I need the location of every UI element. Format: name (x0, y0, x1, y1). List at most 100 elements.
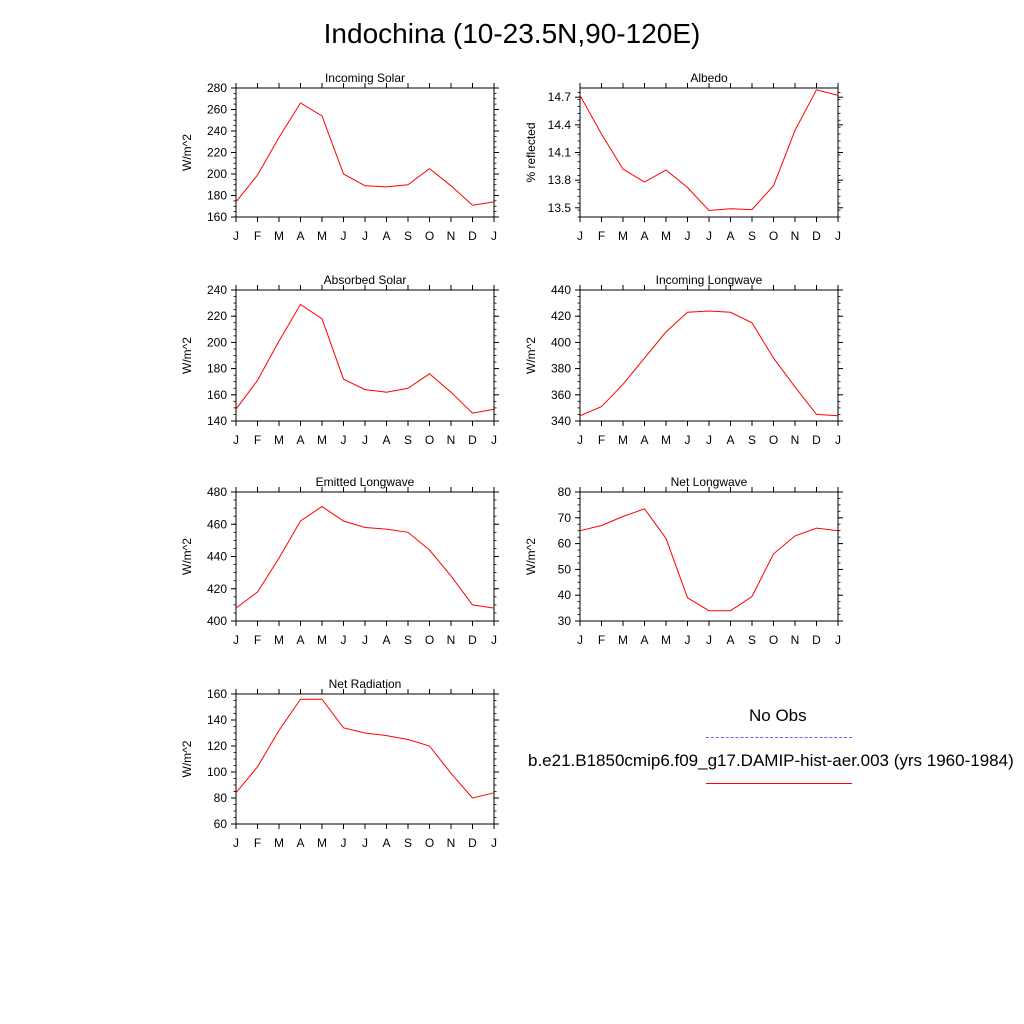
x-tick-label: N (447, 433, 456, 447)
x-tick-label: J (491, 836, 497, 850)
x-tick-label: J (685, 633, 691, 647)
series-line (235, 303, 495, 414)
x-tick-label: A (640, 229, 648, 243)
x-tick-label: D (812, 229, 821, 243)
x-tick-label: J (491, 633, 497, 647)
x-tick-label: J (362, 229, 368, 243)
legend-obs-line (706, 737, 852, 738)
x-tick-label: O (425, 633, 434, 647)
chart-title: Absorbed Solar (324, 273, 407, 287)
x-tick-label: A (382, 433, 390, 447)
y-tick-label: 14.1 (548, 146, 572, 160)
y-tick-label: 50 (558, 562, 572, 576)
y-axis-label: W/m^2 (180, 134, 194, 171)
x-tick-label: J (706, 433, 712, 447)
x-tick-label: J (835, 633, 841, 647)
x-tick-label: J (835, 229, 841, 243)
x-tick-label: A (296, 433, 304, 447)
y-tick-label: 120 (207, 739, 227, 753)
x-tick-label: A (726, 433, 734, 447)
chart-title: Incoming Longwave (656, 273, 763, 287)
x-tick-label: N (791, 229, 800, 243)
plot-frame (579, 491, 839, 622)
x-tick-label: M (618, 229, 628, 243)
y-tick-label: 440 (551, 283, 571, 297)
y-tick-label: 260 (207, 103, 227, 117)
y-tick-label: 220 (207, 309, 227, 323)
x-tick-label: J (685, 433, 691, 447)
x-tick-label: M (274, 433, 284, 447)
y-tick-label: 160 (207, 687, 227, 701)
x-tick-label: O (769, 229, 778, 243)
plot-frame (235, 87, 495, 218)
x-tick-label: J (233, 633, 239, 647)
y-axis-label: W/m^2 (180, 740, 194, 777)
x-tick-label: A (640, 433, 648, 447)
chart-title: Albedo (690, 71, 728, 85)
x-tick-label: J (233, 433, 239, 447)
plot-frame (235, 693, 495, 825)
y-tick-label: 420 (551, 309, 571, 323)
series-line (579, 508, 839, 612)
series-line (579, 310, 839, 417)
x-tick-label: M (661, 229, 671, 243)
x-tick-label: J (577, 433, 583, 447)
y-axis-label: W/m^2 (180, 337, 194, 374)
x-tick-label: A (640, 633, 648, 647)
x-tick-label: S (404, 433, 412, 447)
x-tick-label: N (791, 433, 800, 447)
x-tick-label: J (341, 433, 347, 447)
y-tick-label: 240 (207, 283, 227, 297)
plot-frame (579, 289, 839, 422)
x-tick-label: N (791, 633, 800, 647)
y-tick-label: 400 (207, 614, 227, 628)
series-line (235, 102, 495, 206)
x-tick-label: F (254, 229, 261, 243)
y-tick-label: 30 (558, 614, 572, 628)
y-tick-label: 100 (207, 765, 227, 779)
plot-frame (235, 491, 495, 622)
y-axis-label: W/m^2 (180, 538, 194, 575)
series-line (235, 505, 495, 609)
legend-model-line (706, 783, 852, 784)
x-tick-label: M (317, 836, 327, 850)
x-tick-label: J (577, 633, 583, 647)
x-tick-label: M (274, 836, 284, 850)
x-tick-label: A (726, 633, 734, 647)
y-axis-label: W/m^2 (524, 538, 538, 575)
x-tick-label: N (447, 836, 456, 850)
series-line (579, 89, 839, 212)
y-axis-label: % reflected (524, 122, 538, 182)
series-line (235, 698, 495, 799)
x-tick-label: J (685, 229, 691, 243)
x-tick-label: J (491, 433, 497, 447)
y-tick-label: 420 (207, 582, 227, 596)
y-tick-label: 60 (558, 537, 572, 551)
y-tick-label: 200 (207, 335, 227, 349)
chart-title: Emitted Longwave (316, 475, 415, 489)
x-tick-label: J (233, 836, 239, 850)
legend-obs-label: No Obs (749, 706, 807, 725)
x-tick-label: S (404, 633, 412, 647)
x-tick-label: M (274, 229, 284, 243)
x-tick-label: J (341, 836, 347, 850)
y-tick-label: 200 (207, 167, 227, 181)
y-tick-label: 80 (214, 791, 228, 805)
x-tick-label: J (835, 433, 841, 447)
x-tick-label: D (468, 229, 477, 243)
x-tick-label: D (812, 633, 821, 647)
x-tick-label: A (726, 229, 734, 243)
y-tick-label: 340 (551, 414, 571, 428)
y-tick-label: 160 (207, 388, 227, 402)
y-tick-label: 40 (558, 588, 572, 602)
y-tick-label: 140 (207, 713, 227, 727)
y-tick-label: 440 (207, 550, 227, 564)
x-tick-label: F (598, 229, 605, 243)
x-tick-label: O (769, 433, 778, 447)
x-tick-label: D (812, 433, 821, 447)
